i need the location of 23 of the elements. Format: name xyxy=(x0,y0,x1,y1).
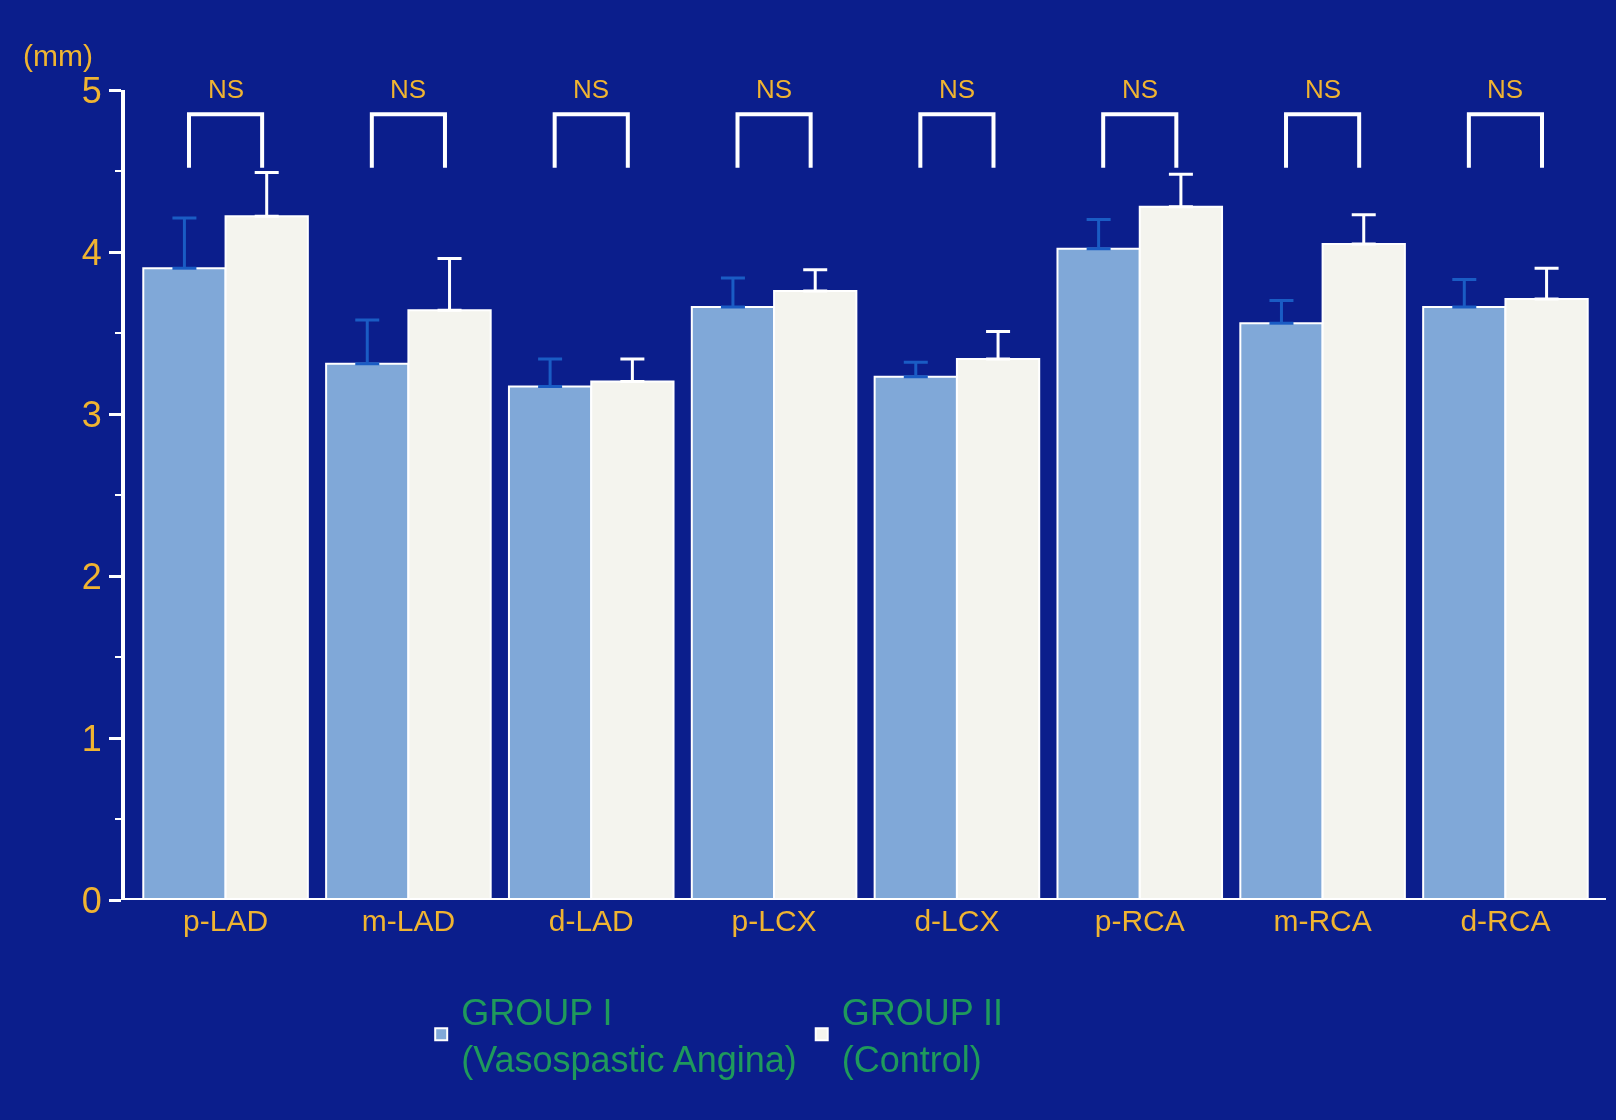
x-tick-label: p-LCX xyxy=(731,904,817,937)
annotation: NS xyxy=(208,74,245,104)
x-tick-label: p-LAD xyxy=(183,904,269,937)
y-tick-label: 3 xyxy=(81,393,102,435)
x-tick-label: p-RCA xyxy=(1094,904,1185,937)
annotation: NS xyxy=(1487,74,1524,104)
x-tick-label: m-RCA xyxy=(1273,904,1372,937)
annotation: NS xyxy=(390,74,427,104)
annotation: NS xyxy=(939,74,976,104)
legend-label: GROUP I (Vasospastic Angina) xyxy=(461,991,797,1080)
annotation: NS xyxy=(756,74,793,104)
y-tick-label: 4 xyxy=(81,231,102,273)
annotation: NS xyxy=(1305,74,1342,104)
y-tick-label: 1 xyxy=(81,717,102,759)
x-tick-label: d-LCX xyxy=(914,904,1000,937)
x-tick-label: d-LAD xyxy=(548,904,634,937)
y-tick-label: 2 xyxy=(81,555,102,597)
annotation: NS xyxy=(1122,74,1159,104)
x-tick-label: d-RCA xyxy=(1460,904,1551,937)
legend-label: GROUP II (Control) xyxy=(841,991,1004,1080)
annotation: NS xyxy=(573,74,610,104)
y-tick-label: 0 xyxy=(81,879,102,921)
x-tick-label: m-LAD xyxy=(361,904,456,937)
